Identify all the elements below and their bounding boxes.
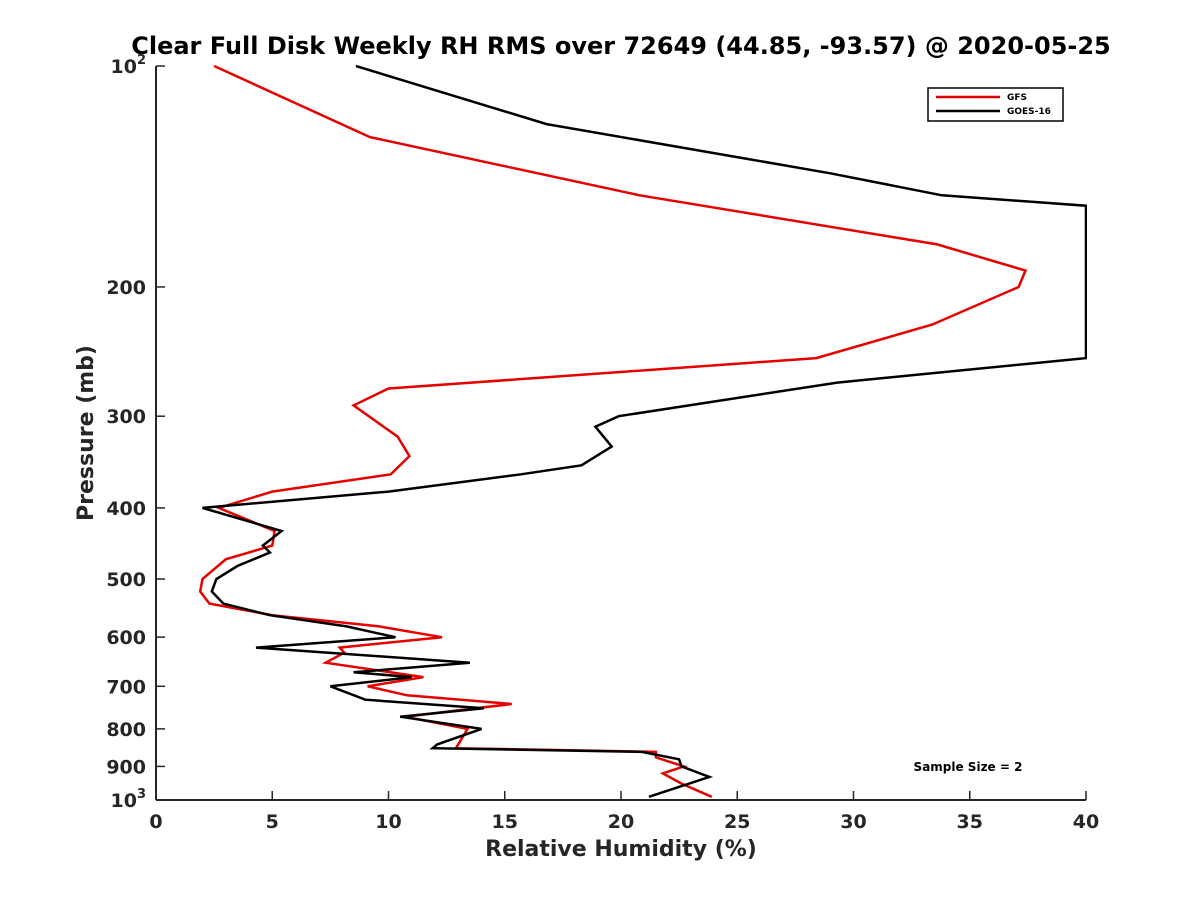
legend-label-gfs: GFS [1007,93,1027,103]
legend-label-goes16: GOES-16 [1007,107,1051,117]
y-tick-label: 400 [106,498,146,520]
series-line-gfs [198,65,1028,798]
sample-size-annotation: Sample Size = 2 [914,760,1023,774]
y-tick-label: 600 [106,627,146,649]
y-tick-label: 300 [106,406,146,428]
plot-lines [198,65,1087,798]
x-tick-label: 25 [724,811,750,833]
y-tick-label: 102 [111,53,147,78]
x-tick-label: 30 [840,811,866,833]
y-tick-label: 103 [111,787,147,812]
y-tick-label: 800 [106,719,146,741]
y-tick-label: 700 [106,676,146,698]
x-axis-label: Relative Humidity (%) [485,837,757,862]
y-tick-label: 200 [106,277,146,299]
chart-title: Clear Full Disk Weekly RH RMS over 72649… [131,32,1111,60]
x-tick-label: 15 [492,811,518,833]
x-tick-label: 20 [608,811,634,833]
x-tick-label: 5 [266,811,279,833]
y-tick-label: 500 [106,569,146,591]
legend-box [927,87,1064,122]
y-axis-label: Pressure (mb) [74,345,99,521]
x-tick-label: 40 [1073,811,1099,833]
series-line-goes16 [202,65,1087,798]
x-tick-label: 0 [149,811,162,833]
y-axis-ticks: 102 200 300 400 500 600 700 800 900 103 [106,53,165,812]
y-tick-label: 900 [106,756,146,778]
legend: GFS GOES-16 [927,87,1064,122]
x-tick-label: 10 [375,811,401,833]
x-axis-ticks: 0 5 10 15 20 25 30 35 40 [149,791,1099,833]
x-tick-label: 35 [957,811,983,833]
